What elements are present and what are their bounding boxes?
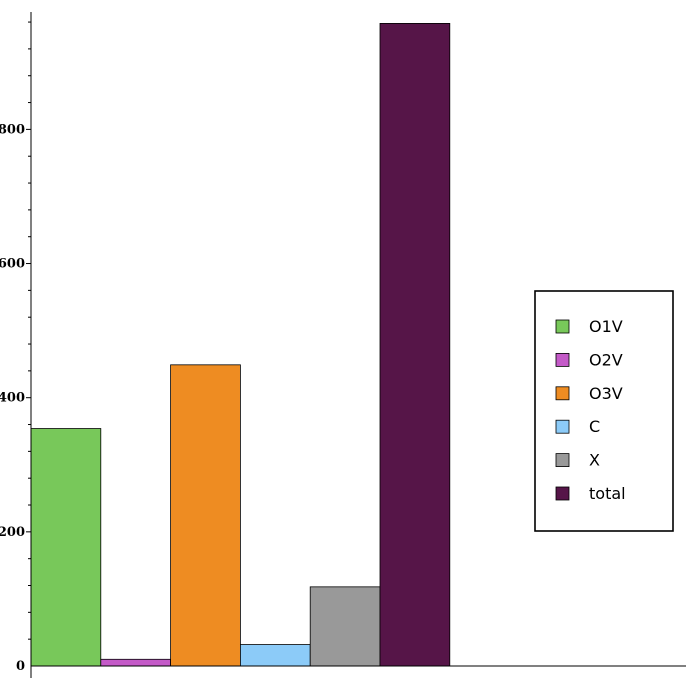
- y-tick-label-0: 0: [16, 659, 25, 674]
- legend-label-o1v: O1V: [589, 317, 623, 336]
- y-ticks-group: 0 200 400 600 800: [0, 21, 31, 674]
- bar-o2v: [100, 658, 172, 667]
- bar-o1v: [30, 428, 102, 667]
- bar-total: [379, 23, 451, 667]
- y-tick-label-800: 800: [0, 122, 25, 137]
- legend-swatch-o3v: [555, 386, 570, 401]
- legend-label-x: X: [589, 451, 600, 470]
- legend-swatch-o1v: [555, 319, 570, 334]
- y-tick-label-400: 400: [0, 391, 25, 406]
- legend-swatch-o2v: [555, 352, 570, 367]
- legend-label-c: C: [589, 417, 600, 436]
- bar-o3v: [170, 364, 241, 667]
- bars-group: [30, 23, 451, 667]
- bar-x: [309, 586, 381, 667]
- legend-swatch-total: [555, 486, 570, 501]
- y-tick-label-600: 600: [0, 257, 25, 272]
- legend-label-o3v: O3V: [589, 384, 623, 403]
- y-tick-label-200: 200: [0, 525, 25, 540]
- bar-c: [239, 644, 311, 667]
- legend-label-total: total: [589, 484, 626, 503]
- axes-group: [30, 12, 686, 678]
- legend-label-o2v: O2V: [589, 350, 623, 369]
- legend-swatch-x: [555, 453, 570, 468]
- legend-swatch-c: [555, 419, 570, 434]
